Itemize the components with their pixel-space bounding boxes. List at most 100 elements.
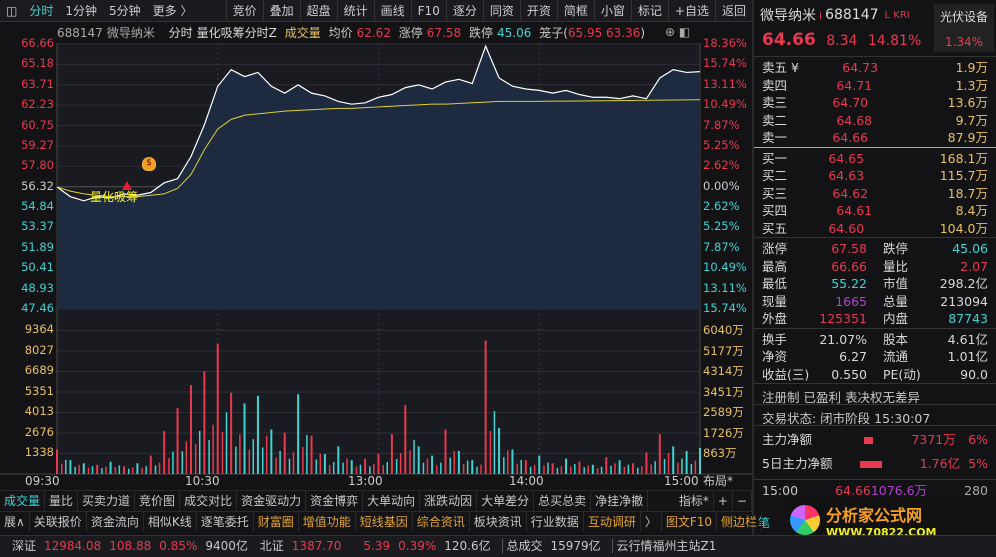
stats-row: 最低 55.22 市值 298.2亿 [754,275,996,293]
flow-bar [860,461,883,468]
pct-tick: 0.00% [703,178,740,193]
tab-tabs1-6[interactable]: 资金博弈 [306,491,364,511]
info-icon[interactable]: i [819,8,823,22]
server-name[interactable]: 云行情福州主站Z1 [612,539,717,553]
tab-tabs2-9[interactable]: 板块资讯 [470,512,527,532]
tab-intraday[interactable]: 分时 [29,3,54,18]
volume-tick-right: 2589万 [703,405,744,420]
tab-more[interactable]: 更多 〉 [152,3,193,18]
toolbar-btn-5[interactable]: F10 [410,0,446,22]
volume-bar [65,459,67,474]
volume-bar [431,455,434,474]
tab-tabs2-6[interactable]: 增值功能 [299,512,356,532]
stat-value: 55.22 [831,276,867,291]
pct-tick: 10.49% [703,260,747,275]
bids-price: 64.60 [828,220,865,236]
asks-row: 卖二 64.68 9.7万 [754,112,996,130]
tab-tabs2-0[interactable]: 展∧ [0,512,30,532]
toolbar-btn-9[interactable]: 简框 [556,0,594,22]
tab-tabs1-8[interactable]: 涨跌动因 [420,491,478,511]
tab-tabs2-7[interactable]: 短线基因 [356,512,413,532]
tab-tabs1-5[interactable]: 资金驱动力 [237,491,307,511]
tab-tabs1-11[interactable]: 净挂净撤 [591,491,649,511]
tab-tabs2-1[interactable]: 关联报价 [30,512,87,532]
tab-1min[interactable]: 1分钟 [65,3,97,18]
tab-tabs2-11[interactable]: 互动调研 [584,512,641,532]
time-tick: 15:00 [664,474,699,488]
trade-status: 交易状态: 闭市阶段 15:30:07 [754,404,996,426]
volume-bar [350,460,353,474]
flower-logo-icon [790,505,820,535]
tab-tabs1-4[interactable]: 成交对比 [180,491,238,511]
stat-label: 换手 [762,331,788,347]
toolbar-btn-1[interactable]: 叠加 [262,0,300,22]
stat-label: 流通 [883,349,909,364]
toolbar-btn-8[interactable]: 开资 [519,0,557,22]
tab-tabs2-3[interactable]: 相似K线 [144,512,197,532]
tab-tabs2-4[interactable]: 逐笔委托 [197,512,254,532]
toolbar-btn-6[interactable]: 逐分 [445,0,483,22]
tab-ticks[interactable]: 笔 [758,516,771,530]
stats-table-2: 换手 21.07% 股本 4.61亿 净资 6.27 流通 1.01亿 收益(三) 0.550 PE… [754,327,996,384]
bids-row: 买三 64.62 18.7万 [754,185,996,203]
tab-tabs1-0[interactable]: 成交量 [0,491,46,511]
tab-tabs2-12[interactable]: 〉 [641,512,662,532]
price-tick: 50.41 [21,260,54,275]
toolbar-btn-2[interactable]: 超盘 [299,0,337,22]
tab-tabs2-2[interactable]: 资金流向 [87,512,144,532]
tab-tabs2-8[interactable]: 综合资讯 [413,512,470,532]
sz-pct: 0.85% [159,539,198,553]
tab2-right-0[interactable]: 图文F10 [662,512,718,532]
tab-tabs1-1[interactable]: 量比 [45,491,79,511]
volume-bar [185,441,188,474]
panel-toggle-icon[interactable]: ◧ [678,25,691,39]
time-tick: 10:30 [185,474,220,488]
volume-bar [252,439,255,474]
tab-tabs1-9[interactable]: 大单差分 [477,491,535,511]
toolbar-btn-7[interactable]: 同资 [482,0,520,22]
toolbar-btn-11[interactable]: 标记 [630,0,668,22]
tab-right-1[interactable]: + [714,491,733,511]
volume-bar [538,455,541,474]
asks-label: 卖二 [762,112,788,128]
money-bag-icon[interactable]: $ [142,157,156,171]
stat-label: 现量 [762,293,788,309]
toolbar-btn-0[interactable]: 竞价 [225,0,263,22]
tab-tabs1-10[interactable]: 总买总卖 [534,491,592,511]
intraday-chart[interactable] [0,0,752,492]
tab-tabs1-7[interactable]: 大单动向 [363,491,421,511]
volume-bar [221,431,224,474]
tab-5min[interactable]: 5分钟 [109,3,141,18]
asks-price: 64.66 [832,130,869,145]
tab-tabs1-3[interactable]: 竞价图 [135,491,181,511]
tab2-right-1[interactable]: 侧边栏 [717,512,763,532]
volume-bar [578,461,581,474]
tab-tabs2-10[interactable]: 行业数据 [527,512,584,532]
price-tick: 56.32 [21,178,54,193]
sidebar-toggle-icon[interactable]: ◫ [6,3,18,18]
volume-bar [654,461,656,474]
stats2-row: 换手 21.07% 股本 4.61亿 [754,331,996,349]
toolbar-btn-10[interactable]: 小窗 [593,0,631,22]
indicator-name[interactable]: 量化吸筹分时Z [196,26,277,40]
toolbar-btn-4[interactable]: 画线 [373,0,411,22]
cage-close: ) [640,26,646,40]
limit-down-value: 45.06 [497,26,532,40]
expand-icon[interactable]: ⊕ [665,25,676,39]
tab-tabs1-2[interactable]: 买卖力道 [78,491,136,511]
sector-box[interactable]: 光伏设备 1.34% [934,4,994,52]
volume-label: 成交量 [284,26,321,40]
stats-row: 外盘 125351 内盘 87743 [754,310,996,328]
stat-value: 90.0 [960,366,988,382]
tab-tabs2-5[interactable]: 财富圈 [254,512,299,532]
toolbar-btn-13[interactable]: 返回 [714,0,752,22]
tab-right-0[interactable]: 指标* [675,491,714,511]
volume-bar [556,467,559,474]
toolbar-btn-12[interactable]: +自选 [667,0,715,22]
bids-volume: 104.0万 [939,220,988,236]
toolbar-btn-3[interactable]: 统计 [336,0,374,22]
layout-button[interactable]: 布局* [703,474,734,488]
volume-bar [114,467,117,474]
buy-arrow-icon[interactable] [122,181,132,190]
tab-right-2[interactable]: − [733,491,752,511]
